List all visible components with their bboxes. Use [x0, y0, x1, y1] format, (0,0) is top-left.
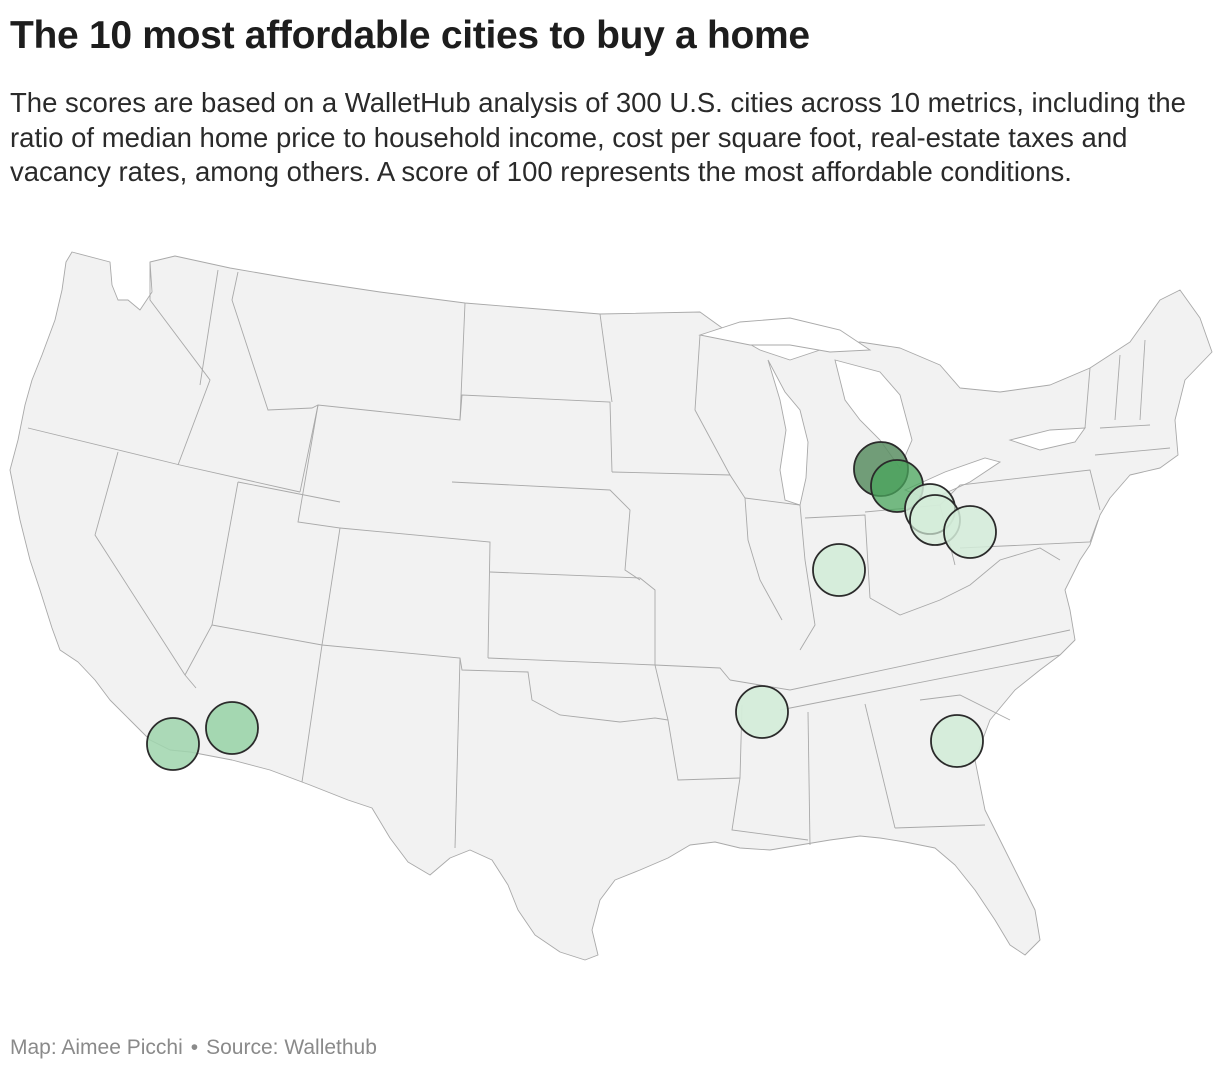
- us-landmass: [9, 251, 1213, 961]
- city-bubble[interactable]: [812, 543, 866, 597]
- city-bubbles: [146, 441, 997, 771]
- city-bubble[interactable]: [146, 717, 200, 771]
- lake-superior: [698, 317, 872, 353]
- us-map: [9, 251, 1213, 961]
- map-footer: Map: Aimee Picchi • Source: Wallethub: [10, 1036, 377, 1060]
- city-bubble[interactable]: [943, 505, 997, 559]
- map-credit: Map: Aimee Picchi: [10, 1036, 183, 1059]
- city-bubble[interactable]: [735, 685, 789, 739]
- city-bubble[interactable]: [205, 701, 259, 755]
- map-subtitle: The scores are based on a WalletHub anal…: [10, 87, 1186, 187]
- lake-ontario: [1008, 427, 1086, 451]
- map-title: The 10 most affordable cities to buy a h…: [10, 14, 810, 57]
- separator-dot: •: [190, 1036, 199, 1059]
- map-source: Source: Wallethub: [206, 1036, 377, 1059]
- state-borders: [27, 262, 1171, 849]
- city-bubble[interactable]: [930, 714, 984, 768]
